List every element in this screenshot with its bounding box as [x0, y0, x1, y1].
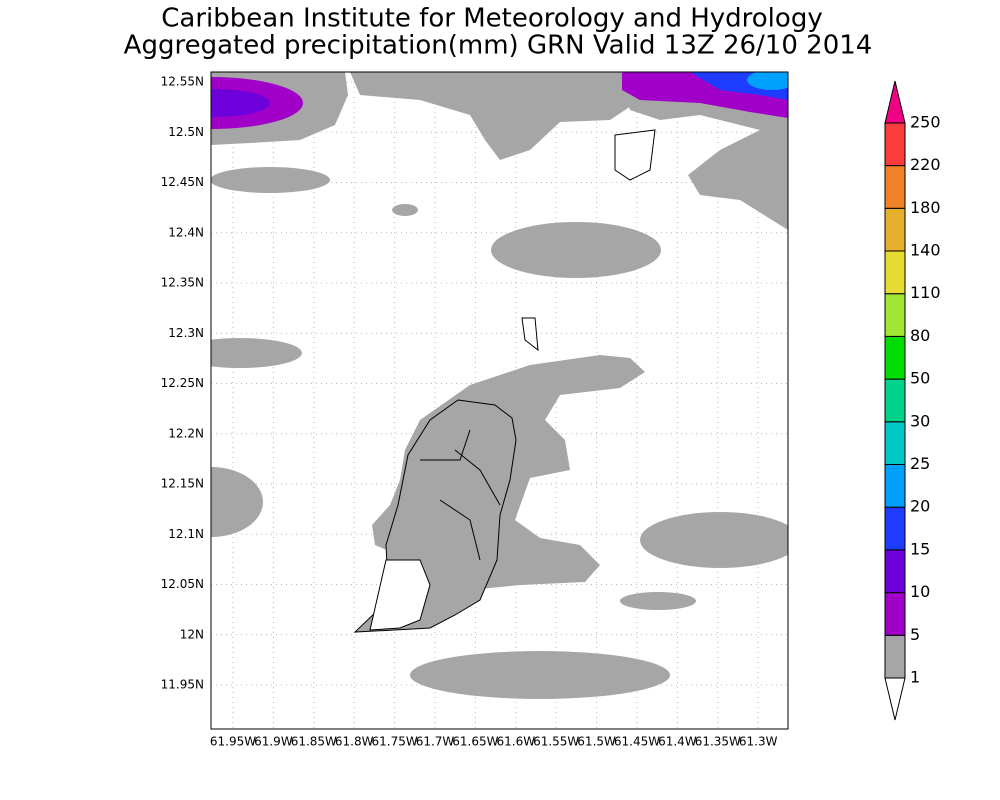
lat-label: 12.5N	[168, 125, 204, 139]
lon-label: 61.5W	[577, 735, 616, 749]
lon-label: 61.75W	[371, 735, 417, 749]
lon-label: 61.85W	[291, 735, 337, 749]
lon-label: 61.9W	[254, 735, 293, 749]
title: Caribbean Institute for Meteorology and …	[161, 4, 822, 34]
colorbar-label: 250	[910, 112, 941, 131]
colorbar-label: 50	[910, 369, 930, 388]
lat-label: 12.1N	[168, 527, 204, 541]
colorbar-bin	[884, 378, 906, 423]
coastline	[353, 129, 656, 633]
lon-label: 61.6W	[497, 735, 536, 749]
colorbar-bin	[884, 207, 906, 252]
lon-label: 61.55W	[533, 735, 579, 749]
colorbar-label: 110	[910, 283, 941, 302]
lon-label: 61.7W	[416, 735, 455, 749]
lat-label: 12N	[180, 627, 204, 641]
subtitle: Aggregated precipitation(mm) GRN Valid 1…	[124, 31, 873, 61]
colorbar-bin	[884, 592, 906, 636]
lat-label: 12.35N	[161, 276, 204, 290]
colorbar-label: 140	[910, 241, 941, 260]
axis-labels: 12.55N 12.5N 12.45N 12.4N 12.35N 12.3N 12.25N 1…	[161, 75, 778, 749]
colorbar-bin	[884, 634, 906, 679]
lon-label: 61.65W	[452, 735, 498, 749]
colorbar-bin	[884, 549, 906, 594]
colorbar-bin	[884, 421, 906, 465]
colorbar-bin	[884, 122, 906, 167]
colorbar-bin	[884, 506, 906, 551]
lat-label: 12.25N	[161, 376, 204, 390]
colorbar-bin	[884, 335, 906, 380]
lon-label: 61.45W	[614, 735, 660, 749]
lat-label: 11.95N	[161, 678, 204, 692]
plot-frame	[210, 71, 789, 730]
colorbar-bin	[884, 293, 906, 337]
lon-label: 61.35W	[695, 735, 741, 749]
colorbar-label: 15	[910, 539, 930, 558]
lat-label: 12.05N	[161, 577, 204, 591]
colorbar-label: 1	[910, 668, 920, 687]
lon-label: 61.4W	[658, 735, 697, 749]
colorbar-bin	[884, 165, 906, 209]
colorbar-label: 5	[910, 625, 920, 644]
colorbar-end	[884, 677, 906, 721]
lat-label: 12.15N	[161, 477, 204, 491]
colorbar-label: 180	[910, 198, 941, 217]
lon-label: 61.8W	[335, 735, 374, 749]
colorbar-label: 10	[910, 582, 930, 601]
colorbar-label: 80	[910, 326, 930, 345]
colorbar-label: 25	[910, 454, 930, 473]
colorbar-label: 20	[910, 497, 930, 516]
lat-label: 12.4N	[168, 225, 204, 239]
colorbar-end	[884, 80, 906, 124]
colorbar-bin	[884, 250, 906, 295]
lon-label: 61.3W	[739, 735, 778, 749]
colorbar-label: 220	[910, 155, 941, 174]
lat-label: 12.2N	[168, 426, 204, 440]
lat-label: 12.55N	[161, 75, 204, 89]
lat-label: 12.45N	[161, 175, 204, 189]
colorbar-label: 30	[910, 411, 930, 430]
colorbar-bin	[884, 464, 906, 508]
lon-label: 61.95W	[210, 735, 256, 749]
lat-label: 12.3N	[168, 326, 204, 340]
